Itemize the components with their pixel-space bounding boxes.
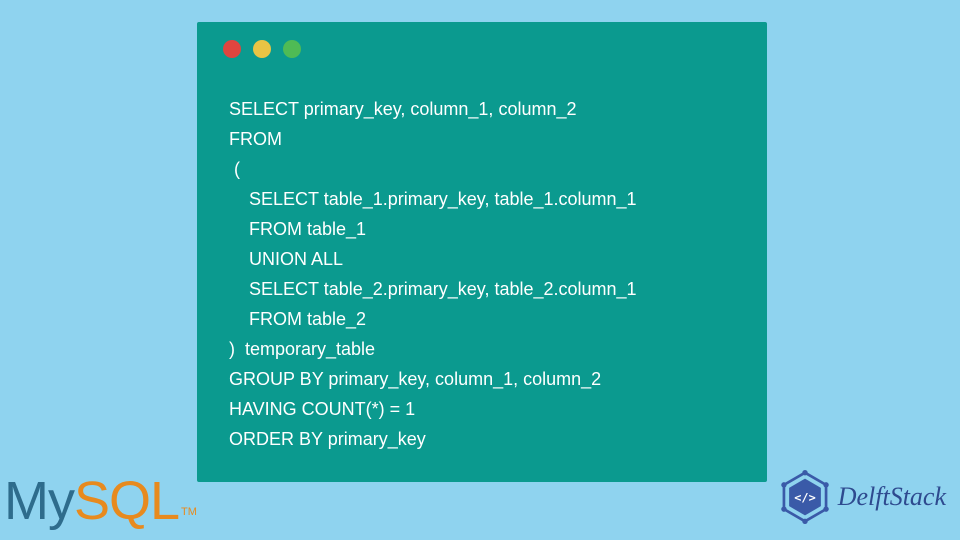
mysql-my-text: My (4, 470, 74, 532)
delftstack-text: DelftStack (838, 482, 946, 512)
close-dot-icon (223, 40, 241, 58)
mysql-tm-text: TM (181, 506, 197, 518)
sql-code-block: SELECT primary_key, column_1, column_2 F… (229, 94, 747, 454)
traffic-lights (223, 40, 301, 58)
svg-text:</>: </> (794, 490, 815, 504)
code-window: SELECT primary_key, column_1, column_2 F… (197, 22, 767, 482)
delftstack-icon: </> (778, 470, 832, 524)
delftstack-logo: </> DelftStack (778, 470, 946, 524)
mysql-sql-text: SQL (74, 470, 179, 532)
mysql-logo: MySQLTM (4, 470, 197, 532)
maximize-dot-icon (283, 40, 301, 58)
minimize-dot-icon (253, 40, 271, 58)
